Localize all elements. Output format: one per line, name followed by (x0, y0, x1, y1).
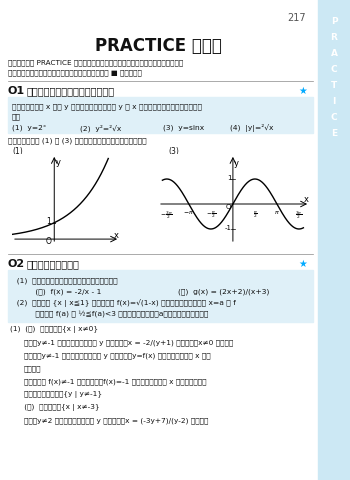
Text: 次に，y≠2 を満たす任意の実数 y に対して，x = (-3y+7)/(y-2) とする。: 次に，y≠2 を満たす任意の実数 y に対して，x = (-3y+7)/(y-2… (24, 417, 208, 423)
Text: 関数と対応関係（関数のグラフ）: 関数と対応関係（関数のグラフ） (27, 86, 115, 96)
Text: による像 f(a) が ½≦f(a)<3 を満たすような実数aの値の範囲を求めよ。: による像 f(a) が ½≦f(a)<3 を満たすような実数aの値の範囲を求めよ… (14, 310, 208, 317)
Bar (8, 98, 313, 134)
Text: C: C (331, 113, 337, 122)
Text: $\pi$: $\pi$ (274, 209, 280, 216)
Text: 1: 1 (227, 175, 231, 180)
Text: 1: 1 (47, 216, 51, 225)
Text: O: O (46, 237, 51, 246)
Text: O1: O1 (8, 86, 25, 96)
Text: PRACTICE の解答: PRACTICE の解答 (94, 37, 222, 55)
Text: -1: -1 (224, 225, 231, 230)
Text: (1)  (ア)  定義域　　{x | x≠0}: (1) (ア) 定義域 {x | x≠0} (10, 326, 98, 333)
Text: T: T (331, 81, 337, 90)
Text: $-\frac{3\pi}{2}$: $-\frac{3\pi}{2}$ (160, 209, 173, 221)
Text: 在する。: 在する。 (24, 365, 42, 372)
Text: (1)  y=2ˣ: (1) y=2ˣ (12, 124, 46, 131)
Text: また，常に f(x)≠-1 であるから，f(x)=-1 となる定義域内の x は存在しない。: また，常に f(x)≠-1 であるから，f(x)=-1 となる定義域内の x は… (24, 378, 206, 384)
Text: x: x (304, 194, 309, 204)
Text: よって，y≠-1 を満たす任意の実数 y に対して，y=f(x) となる定義域内の x が存: よって，y≠-1 を満たす任意の実数 y に対して，y=f(x) となる定義域内… (24, 352, 211, 359)
Text: P: P (331, 17, 337, 26)
Text: 次の式で決まる x から y への対応関係のうち， y が x の関数になるもののグラフをか: 次の式で決まる x から y への対応関係のうち， y が x の関数になるもの… (12, 104, 202, 110)
Text: O2: O2 (8, 258, 25, 268)
Text: (4)  |y|=²√x: (4) |y|=²√x (230, 124, 273, 132)
Bar (8, 270, 313, 323)
Text: $-\pi$: $-\pi$ (183, 209, 194, 216)
Bar (318, 0, 350, 480)
Text: (イ)  定義域　　{x | x≠-3}: (イ) 定義域 {x | x≠-3} (10, 404, 100, 411)
Text: I: I (332, 97, 336, 106)
Text: x: x (114, 230, 119, 239)
Text: (3): (3) (168, 147, 179, 156)
Text: C: C (331, 65, 337, 74)
Text: 次に，y≠-1 を満たす任意の実数 y に対して，x = -2/(y+1) とすると，x≠0 となる。: 次に，y≠-1 を満たす任意の実数 y に対して，x = -2/(y+1) とす… (24, 339, 233, 346)
Text: け。: け。 (12, 113, 21, 120)
Text: $\frac{\pi}{2}$: $\frac{\pi}{2}$ (253, 209, 257, 220)
Text: ★: ★ (298, 86, 307, 96)
Text: (イ)  g(x) = (2x+2)/(x+3): (イ) g(x) = (2x+2)/(x+3) (178, 288, 270, 295)
Text: (2)  定義域を {x | x≦1} とする関数 f(x)=√(1-x) について，定義域内の x=a の f: (2) 定義域を {x | x≦1} とする関数 f(x)=√(1-x) につい… (12, 299, 236, 306)
Text: 217: 217 (287, 13, 306, 23)
Text: ★: ★ (298, 258, 307, 268)
Text: A: A (330, 49, 337, 59)
Text: (1): (1) (12, 147, 23, 156)
Text: O: O (226, 204, 231, 210)
Text: R: R (330, 34, 337, 42)
Text: E: E (331, 129, 337, 138)
Text: $\frac{3\pi}{2}$: $\frac{3\pi}{2}$ (295, 209, 303, 221)
Text: (1)  次の関数の定義域を答え，値域を求めよ。: (1) 次の関数の定義域を答え，値域を求めよ。 (12, 277, 118, 284)
Text: (3)  y=sinx: (3) y=sinx (163, 124, 204, 131)
Text: 関数になるのは (1) と (3) で，グラフは下の図のようになる。: 関数になるのは (1) と (3) で，グラフは下の図のようになる。 (8, 137, 147, 144)
Text: (2)  y²=²√x: (2) y²=²√x (80, 124, 121, 132)
Text: y: y (233, 158, 239, 168)
Text: ・最終の答などは太字にしてある。証明の最後には ■ を付した。: ・最終の答などは太字にしてある。証明の最後には ■ を付した。 (8, 70, 142, 76)
Text: $-\frac{\pi}{2}$: $-\frac{\pi}{2}$ (206, 209, 216, 220)
Text: y: y (55, 158, 61, 167)
Text: (ア)  f(x) = -2/x - 1: (ア) f(x) = -2/x - 1 (14, 288, 101, 295)
Text: 関数の定義域と値域: 関数の定義域と値域 (27, 258, 80, 268)
Text: よって，値域は　　{y | y≠-1}: よって，値域は {y | y≠-1} (24, 391, 102, 397)
Text: ・本文各章の PRACTICE 全問について，問題文を再掲し，詳解，証明を載せた。: ・本文各章の PRACTICE 全問について，問題文を再掲し，詳解，証明を載せた… (8, 60, 183, 66)
